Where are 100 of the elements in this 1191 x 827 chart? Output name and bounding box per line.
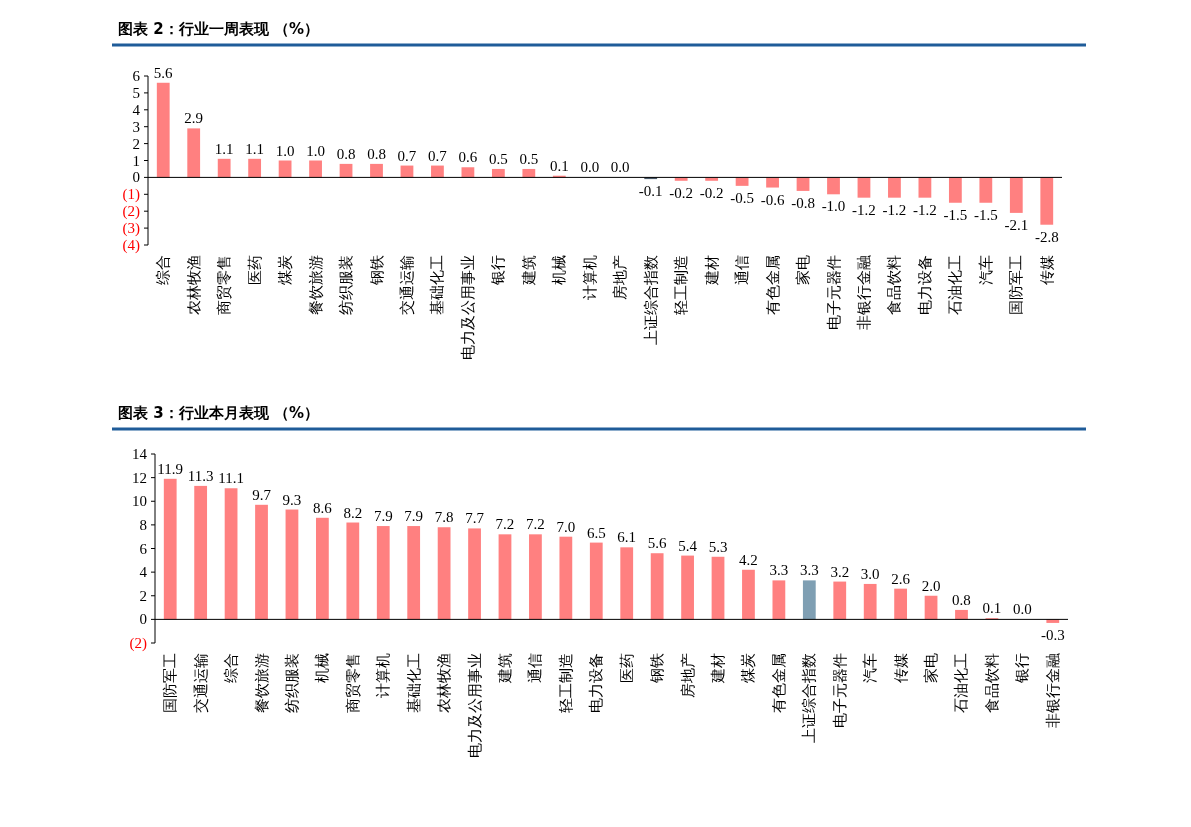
x-tick-label: 基础化工 xyxy=(429,255,446,315)
data-label: 11.1 xyxy=(218,470,244,487)
data-label: -1.0 xyxy=(821,198,846,215)
data-label: -0.8 xyxy=(791,194,815,211)
data-label: 2.6 xyxy=(891,570,911,587)
data-label: 3.2 xyxy=(830,563,850,580)
data-label: 2.0 xyxy=(921,577,941,594)
data-label: 4.2 xyxy=(739,551,758,568)
x-tick-label: 综合 xyxy=(155,255,172,285)
x-tick-label: 建筑 xyxy=(496,653,513,684)
x-tick-label: 汽车 xyxy=(862,653,879,683)
data-label: 0.5 xyxy=(488,150,508,167)
x-tick-label: 电力及公用事业 xyxy=(466,653,483,758)
x-tick-label: 餐饮旅游 xyxy=(307,255,324,315)
x-tick-label: 钢铁 xyxy=(649,653,666,684)
x-tick-label: 传媒 xyxy=(1038,255,1055,285)
x-tick-label: 建筑 xyxy=(520,255,537,286)
data-label: 1.0 xyxy=(275,142,295,159)
data-label: -0.3 xyxy=(1040,626,1065,643)
data-label: 6.1 xyxy=(617,529,637,546)
data-label: 1.0 xyxy=(306,142,325,159)
y-tick-label: 1 xyxy=(132,152,140,169)
data-label: 0.6 xyxy=(458,149,478,166)
x-tick-label: 国防军工 xyxy=(1008,255,1025,315)
data-label: 5.6 xyxy=(153,64,174,81)
x-tick-label: 传媒 xyxy=(892,653,909,683)
y-tick-label: 10 xyxy=(132,493,147,510)
data-label: -1.2 xyxy=(852,201,876,218)
y-tick-label: (1) xyxy=(122,186,140,204)
x-tick-label: 国防军工 xyxy=(162,653,179,713)
x-tick-label: 交通运输 xyxy=(398,255,415,315)
y-tick-label: 2 xyxy=(139,587,147,604)
x-tick-label: 商贸零售 xyxy=(344,653,361,713)
data-label: 3.3 xyxy=(799,562,819,579)
x-tick-label: 机械 xyxy=(314,653,331,683)
data-label: 6.5 xyxy=(586,524,606,541)
y-tick-label: 8 xyxy=(139,516,147,533)
data-label: 8.2 xyxy=(343,504,363,521)
data-label: 5.4 xyxy=(678,537,698,554)
data-label: 7.2 xyxy=(495,516,515,533)
data-label: 11.9 xyxy=(157,460,184,477)
data-label: 0.8 xyxy=(336,145,356,162)
x-tick-label: 有色金属 xyxy=(770,653,787,713)
y-tick-label: 4 xyxy=(132,101,141,118)
data-label: 0.1 xyxy=(982,600,1002,617)
data-label: 0.5 xyxy=(519,150,539,167)
x-tick-label: 纺织服装 xyxy=(338,255,355,315)
y-tick-label: (4) xyxy=(122,237,140,254)
x-tick-label: 银行 xyxy=(490,255,507,286)
x-tick-label: 计算机 xyxy=(375,653,392,698)
x-tick-label: 交通运输 xyxy=(192,653,209,713)
x-tick-label: 基础化工 xyxy=(405,653,422,713)
data-label: 5.6 xyxy=(647,535,668,552)
data-label: 11.3 xyxy=(187,467,214,484)
data-label: -2.1 xyxy=(1004,216,1029,233)
x-tick-label: 上证综合指数 xyxy=(801,653,818,743)
data-label: -0.2 xyxy=(699,184,724,201)
x-tick-label: 电子元器件 xyxy=(831,653,848,728)
data-label: 3.0 xyxy=(860,565,880,582)
x-tick-label: 非银行金融 xyxy=(1044,653,1061,728)
x-tick-label: 家电 xyxy=(795,255,812,285)
chart-title: 图表 2：行业一周表现 （%） xyxy=(118,20,319,38)
x-tick-label: 餐饮旅游 xyxy=(253,653,270,713)
y-tick-label: 0 xyxy=(132,169,140,186)
data-label: 7.2 xyxy=(526,516,545,533)
data-label: 9.3 xyxy=(282,491,302,508)
x-tick-label: 煤炭 xyxy=(277,255,294,285)
x-tick-label: 食品饮料 xyxy=(886,255,903,315)
x-tick-label: 建材 xyxy=(710,653,727,684)
x-tick-label: 房地产 xyxy=(679,653,696,698)
x-tick-label: 汽车 xyxy=(977,255,994,285)
y-tick-label: 4 xyxy=(139,564,148,581)
data-label: -1.2 xyxy=(913,201,937,218)
data-label: 0.8 xyxy=(952,591,971,608)
data-label: 1.1 xyxy=(245,140,265,157)
x-tick-label: 农林牧渔 xyxy=(436,653,453,713)
data-label: 3.3 xyxy=(769,562,789,579)
x-tick-label: 计算机 xyxy=(581,255,598,300)
data-label: 8.6 xyxy=(313,499,333,516)
data-label: -0.1 xyxy=(638,183,663,200)
x-tick-label: 机械 xyxy=(551,255,568,285)
data-label: -1.2 xyxy=(882,201,907,218)
x-tick-label: 钢铁 xyxy=(368,255,385,286)
y-tick-label: 12 xyxy=(132,469,147,486)
data-label: 7.0 xyxy=(556,518,576,535)
data-label: 7.9 xyxy=(404,508,424,525)
y-tick-label: 2 xyxy=(132,135,140,152)
data-label: 5.3 xyxy=(708,538,728,555)
x-tick-label: 纺织服装 xyxy=(283,653,300,713)
x-tick-label: 食品饮料 xyxy=(983,653,1000,713)
x-tick-label: 通信 xyxy=(527,653,544,683)
y-tick-label: 6 xyxy=(139,540,148,557)
data-label: -1.5 xyxy=(973,206,998,223)
data-label: 7.8 xyxy=(434,509,454,526)
data-label: 0.7 xyxy=(428,147,448,164)
y-tick-label: 6 xyxy=(132,68,141,84)
y-tick-label: (2) xyxy=(129,635,147,652)
y-tick-label: 14 xyxy=(132,446,148,462)
x-tick-label: 有色金属 xyxy=(764,255,781,315)
x-tick-label: 上证综合指数 xyxy=(642,255,659,345)
